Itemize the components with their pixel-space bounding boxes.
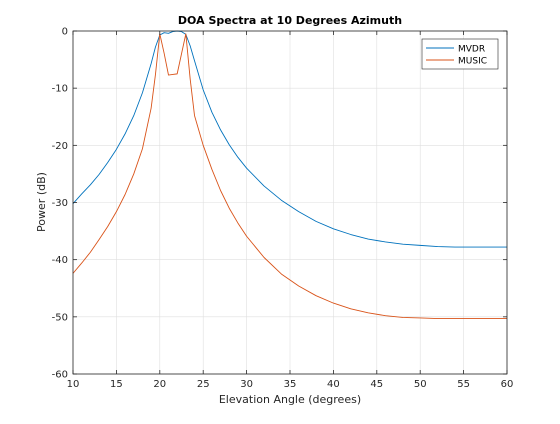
x-tick-label: 30 xyxy=(240,379,253,390)
series-line-mvdr xyxy=(72,30,507,248)
x-tick-label: 10 xyxy=(67,379,80,390)
x-tick-label: 25 xyxy=(197,379,210,390)
y-tick-label: -40 xyxy=(52,255,68,266)
x-tick-label: 35 xyxy=(284,379,297,390)
y-tick-label: -20 xyxy=(52,141,68,152)
legend-label-mvdr: MVDR xyxy=(458,45,485,55)
chart-title: DOA Spectra at 10 Degrees Azimuth xyxy=(178,14,402,27)
x-tick-label: 50 xyxy=(414,379,427,390)
legend: MVDR MUSIC xyxy=(421,38,499,70)
y-axis-label: Power (dB) xyxy=(35,172,48,232)
x-tick-label: 60 xyxy=(501,379,514,390)
y-tick-label: -10 xyxy=(52,84,68,95)
x-tick-label: 45 xyxy=(370,379,383,390)
x-tick-label: 15 xyxy=(110,379,123,390)
y-tick-label: -30 xyxy=(52,198,68,209)
x-axis-label: Elevation Angle (degrees) xyxy=(219,393,361,406)
x-tick-label: 40 xyxy=(327,379,340,390)
axes-layer: 10 15 20 25 30 35 40 45 50 55 60 0 -10 -20 -30 -40 -50 -6… xyxy=(52,27,514,391)
legend-box xyxy=(421,38,499,70)
series-line-music xyxy=(72,33,507,319)
y-tick-label: -60 xyxy=(52,370,68,381)
x-tick-label: 55 xyxy=(457,379,470,390)
series-layer xyxy=(72,30,507,319)
y-tick-label: 0 xyxy=(62,27,68,38)
legend-label-music: MUSIC xyxy=(458,57,487,67)
x-tick-label: 20 xyxy=(153,379,166,390)
grid-layer xyxy=(72,30,508,375)
y-tick-label: -50 xyxy=(52,312,68,323)
